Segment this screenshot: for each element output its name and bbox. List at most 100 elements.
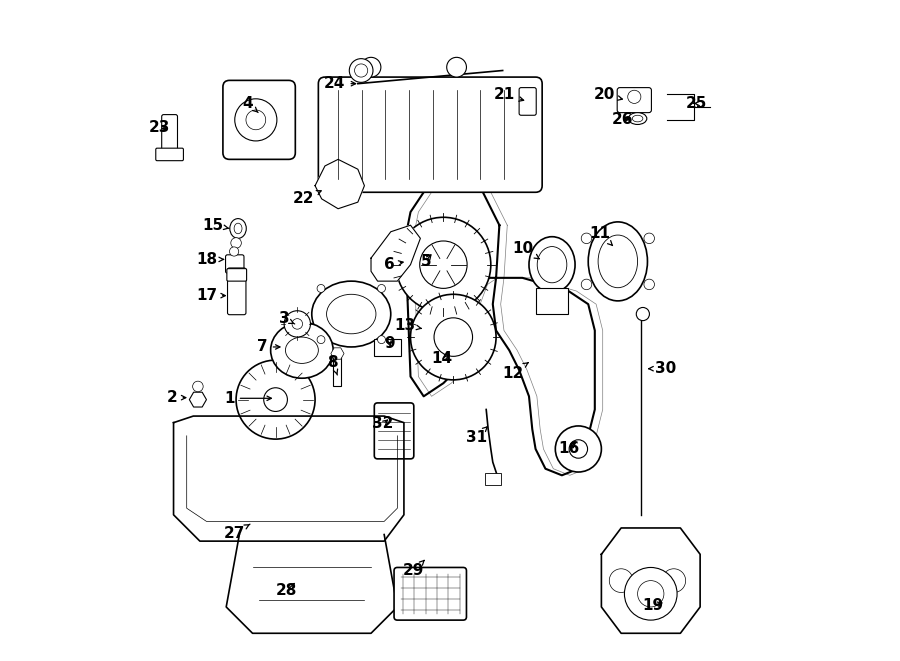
Text: 29: 29 (403, 561, 425, 578)
Polygon shape (315, 159, 365, 209)
Text: 30: 30 (649, 361, 677, 376)
Circle shape (555, 426, 601, 472)
Polygon shape (174, 416, 404, 541)
Text: 18: 18 (196, 252, 223, 267)
Circle shape (396, 217, 490, 312)
FancyBboxPatch shape (394, 567, 466, 620)
Circle shape (361, 58, 381, 77)
FancyBboxPatch shape (223, 81, 295, 159)
Text: 20: 20 (594, 87, 622, 102)
Ellipse shape (311, 281, 391, 347)
Text: 10: 10 (512, 241, 539, 258)
Text: 25: 25 (686, 96, 707, 111)
FancyBboxPatch shape (162, 114, 177, 158)
Text: 14: 14 (431, 350, 452, 366)
Text: 19: 19 (643, 598, 663, 613)
Circle shape (230, 238, 241, 249)
Circle shape (317, 284, 325, 292)
FancyBboxPatch shape (617, 88, 652, 112)
Circle shape (581, 279, 592, 290)
Circle shape (236, 360, 315, 439)
Text: 9: 9 (384, 336, 395, 350)
Text: 2: 2 (166, 390, 185, 405)
Ellipse shape (271, 323, 333, 378)
Circle shape (419, 241, 467, 288)
Ellipse shape (529, 237, 575, 293)
Text: 16: 16 (558, 442, 579, 457)
Circle shape (627, 91, 641, 103)
Circle shape (235, 98, 277, 141)
Ellipse shape (327, 294, 376, 334)
FancyBboxPatch shape (227, 268, 247, 281)
Ellipse shape (589, 222, 647, 301)
Text: 4: 4 (243, 96, 258, 112)
Circle shape (349, 59, 373, 83)
Text: 24: 24 (324, 76, 356, 91)
Text: 28: 28 (276, 583, 297, 598)
Circle shape (644, 279, 654, 290)
Text: 23: 23 (148, 120, 170, 136)
Polygon shape (371, 225, 420, 281)
Text: 5: 5 (420, 254, 431, 269)
Bar (485, 473, 501, 485)
Circle shape (230, 247, 238, 256)
Text: 31: 31 (466, 426, 488, 445)
FancyBboxPatch shape (374, 403, 414, 459)
Circle shape (378, 336, 385, 344)
Text: 17: 17 (196, 288, 225, 303)
Text: 1: 1 (224, 391, 272, 406)
Text: 7: 7 (257, 340, 280, 354)
Ellipse shape (285, 337, 319, 364)
Text: 11: 11 (590, 225, 613, 245)
Circle shape (662, 568, 686, 592)
Text: 22: 22 (293, 190, 321, 206)
Text: 12: 12 (502, 362, 528, 381)
Circle shape (635, 568, 660, 592)
Text: 21: 21 (494, 87, 524, 102)
Bar (536, 288, 569, 314)
Circle shape (581, 233, 592, 244)
Circle shape (434, 318, 473, 356)
Ellipse shape (598, 235, 637, 288)
Text: 3: 3 (279, 311, 294, 326)
Bar (334, 357, 341, 387)
FancyBboxPatch shape (519, 88, 536, 115)
FancyBboxPatch shape (156, 148, 184, 161)
Circle shape (636, 307, 650, 321)
Circle shape (644, 233, 654, 244)
Text: 15: 15 (202, 217, 230, 233)
FancyBboxPatch shape (319, 77, 542, 192)
Circle shape (292, 319, 302, 329)
Text: 26: 26 (612, 112, 634, 128)
Polygon shape (226, 535, 397, 633)
Polygon shape (189, 392, 206, 407)
Text: 13: 13 (395, 318, 421, 332)
Circle shape (637, 580, 664, 607)
FancyBboxPatch shape (226, 254, 244, 273)
Text: 27: 27 (223, 524, 250, 541)
Circle shape (355, 64, 368, 77)
Circle shape (410, 294, 496, 380)
Text: 6: 6 (384, 257, 403, 272)
Ellipse shape (537, 247, 567, 283)
Circle shape (264, 388, 287, 411)
Circle shape (284, 311, 310, 337)
FancyBboxPatch shape (228, 268, 246, 315)
Circle shape (625, 567, 677, 620)
Circle shape (246, 110, 266, 130)
Polygon shape (331, 348, 344, 359)
Ellipse shape (230, 219, 247, 239)
Circle shape (569, 440, 588, 458)
Bar (374, 339, 400, 356)
Circle shape (378, 284, 385, 292)
Ellipse shape (234, 223, 242, 234)
Text: 32: 32 (373, 416, 393, 432)
Ellipse shape (633, 115, 643, 122)
Circle shape (609, 568, 633, 592)
Polygon shape (601, 528, 700, 633)
Circle shape (317, 336, 325, 344)
Circle shape (193, 381, 203, 392)
Circle shape (446, 58, 466, 77)
Ellipse shape (628, 112, 647, 124)
Text: 8: 8 (328, 354, 338, 375)
